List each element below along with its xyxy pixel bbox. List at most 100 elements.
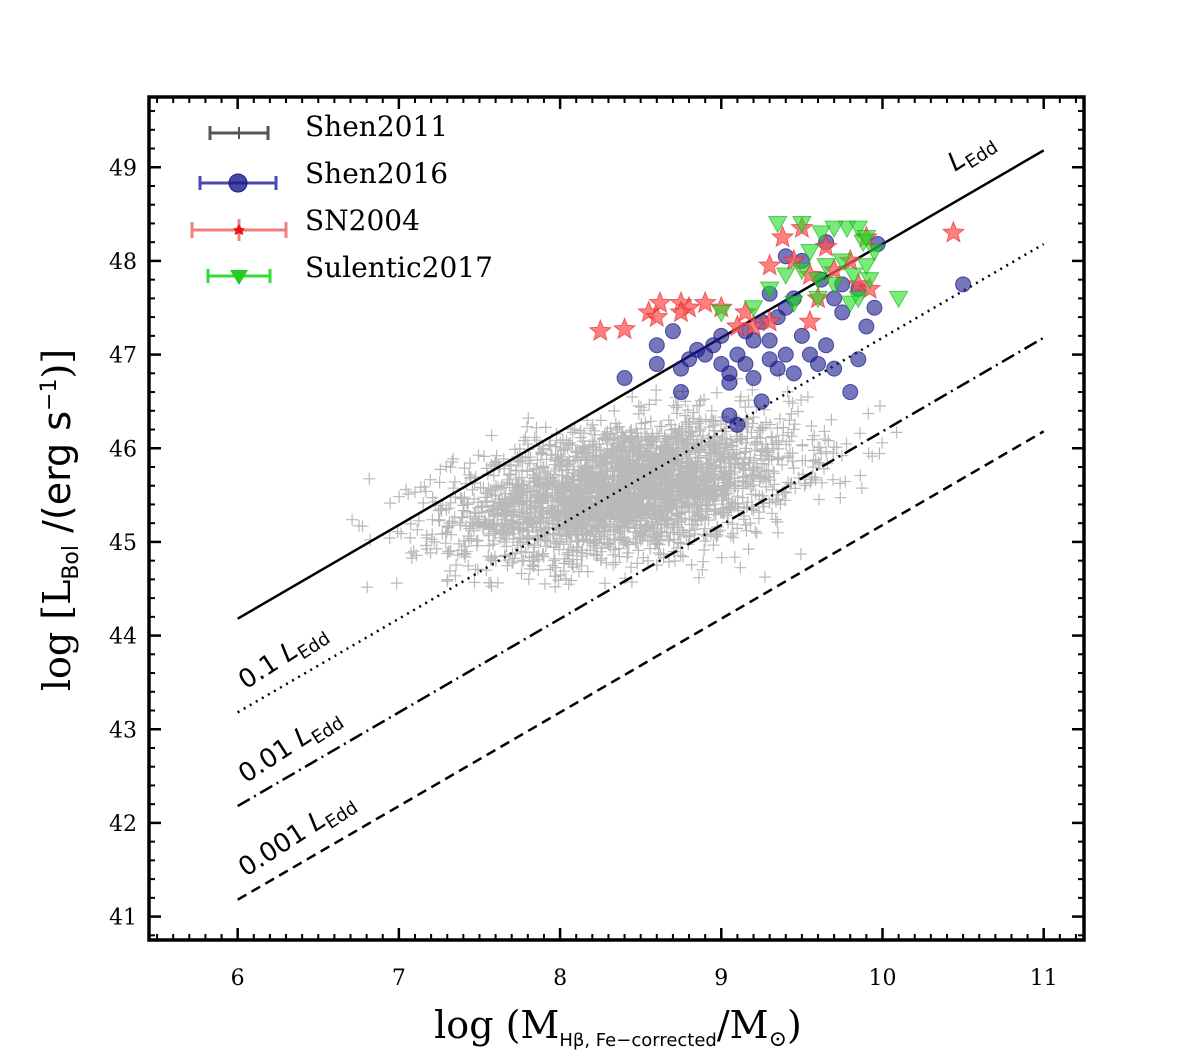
- sulentic2017-point: [783, 295, 804, 314]
- sn2004-point: [648, 290, 672, 314]
- eddington-line-label: 0.1 LEdd: [233, 617, 334, 699]
- legend-entry-shen2011: Shen2011: [208, 110, 448, 143]
- legend-label-shen2011: Shen2011: [305, 110, 448, 143]
- shen2016-series: [616, 234, 972, 433]
- sn2004-point: [941, 220, 966, 243]
- sulentic2017-point: [808, 290, 828, 309]
- sn2004-point: [741, 314, 766, 337]
- sulentic2017-point: [832, 253, 853, 271]
- sn2004-point: [645, 304, 669, 328]
- y-axis: 41 42 43 44 45 46 47 48 49: [109, 110, 1084, 937]
- sulentic2017-point: [816, 258, 836, 276]
- sulentic2017-point: [800, 244, 820, 262]
- sulentic2017-point: [824, 276, 844, 295]
- shen2016-point: [672, 384, 689, 401]
- legend-sn2004-marker: [233, 224, 245, 235]
- sulentic2017-point: [843, 267, 864, 285]
- plot-frame: [147, 95, 1086, 942]
- sulentic2017-point: [811, 225, 832, 243]
- eddington-line: [237, 430, 1045, 901]
- y-tick-label: 43: [109, 718, 137, 743]
- sn2004-point: [669, 300, 693, 323]
- shen2016-point: [737, 355, 754, 372]
- shen2016-point: [721, 407, 738, 424]
- sulentic2017-point: [888, 290, 909, 309]
- shen2016-point: [826, 360, 843, 377]
- legend: Shen2011 Shen2016 SN2004 Sulentic2017: [190, 110, 493, 285]
- y-tick-label: 49: [109, 156, 137, 181]
- sn2004-point: [814, 234, 838, 257]
- plot-area: [237, 149, 1045, 901]
- sulentic2017-point: [824, 220, 844, 239]
- eddington-line: [237, 149, 1045, 620]
- shen2016-point: [810, 355, 827, 372]
- shen2016-point: [834, 304, 851, 321]
- sulentic2017-point: [859, 272, 880, 290]
- shen2016-point: [769, 360, 786, 377]
- y-tick-label: 44: [109, 625, 137, 650]
- x-tick-label: 10: [868, 966, 896, 991]
- y-tick-label: 47: [109, 344, 137, 369]
- shen2016-point: [955, 276, 972, 293]
- y-axis-title: log [LBol /(erg s−1)]: [35, 349, 84, 691]
- sn2004-point: [693, 290, 717, 314]
- sulentic2017-point: [848, 290, 869, 309]
- legend-entry-shen2016: Shen2016: [198, 157, 448, 193]
- legend-shen2011-marker: [233, 127, 245, 139]
- sulentic2017-point: [767, 215, 788, 234]
- sn2004-point: [757, 253, 782, 276]
- x-tick-label: 8: [553, 966, 567, 991]
- sulentic2017-point: [864, 244, 885, 262]
- sulentic2017-point: [856, 230, 877, 248]
- sn2004-point: [612, 316, 637, 340]
- shen2016-point: [785, 365, 802, 382]
- y-tick-label: 41: [109, 906, 137, 931]
- shen2016-point: [713, 327, 730, 344]
- sn2004-point: [757, 309, 782, 332]
- y-tick-label: 45: [109, 531, 137, 556]
- x-tick-label: 11: [1030, 966, 1058, 991]
- sulentic2017-series: [711, 215, 909, 323]
- legend-entry-sulentic2017: Sulentic2017: [206, 251, 493, 285]
- legend-label-shen2016: Shen2016: [305, 157, 448, 190]
- x-axis: 6 7 8 9 10 11: [156, 97, 1077, 991]
- legend-label-sn2004: SN2004: [305, 204, 420, 237]
- sulentic2017-point: [792, 262, 812, 281]
- sulentic2017-point: [792, 215, 812, 234]
- y-tick-label: 46: [109, 437, 137, 462]
- x-tick-label: 6: [231, 966, 245, 991]
- shen2016-point: [850, 351, 867, 368]
- shen2016-point: [753, 393, 770, 410]
- sulentic2017-point: [775, 267, 796, 285]
- legend-sulentic2017-marker: [230, 270, 248, 285]
- sulentic2017-point: [856, 258, 877, 276]
- sn2004-point: [798, 309, 822, 332]
- x-tick-label: 7: [392, 966, 406, 991]
- shen2016-point: [745, 370, 762, 386]
- y-tick-label: 42: [109, 812, 137, 837]
- x-tick-label: 9: [714, 966, 728, 991]
- shen2016-point: [648, 337, 665, 354]
- sn2004-point: [770, 225, 795, 248]
- y-tick-label: 48: [109, 250, 137, 275]
- sulentic2017-point: [743, 300, 764, 318]
- legend-entry-sn2004: SN2004: [190, 204, 420, 241]
- shen2016-point: [818, 337, 835, 354]
- shen2016-point: [721, 365, 738, 382]
- legend-label-sulentic2017: Sulentic2017: [305, 251, 493, 284]
- sulentic2017-point: [848, 220, 869, 239]
- shen2016-point: [793, 327, 810, 344]
- shen2016-point: [858, 318, 875, 335]
- shen2016-point: [761, 332, 778, 349]
- shen2016-point: [616, 370, 633, 386]
- sn2004-point: [588, 318, 613, 342]
- sulentic2017-point: [808, 272, 828, 290]
- shen2016-point: [842, 384, 859, 401]
- eddington-line: [237, 242, 1045, 714]
- sulentic2017-point: [759, 281, 780, 300]
- eddington-lines: [237, 149, 1045, 901]
- legend-shen2016-marker: [228, 173, 248, 193]
- shen2016-point: [866, 299, 883, 316]
- x-axis-title: log (MHβ, Fe−corrected/M⊙): [434, 1003, 802, 1052]
